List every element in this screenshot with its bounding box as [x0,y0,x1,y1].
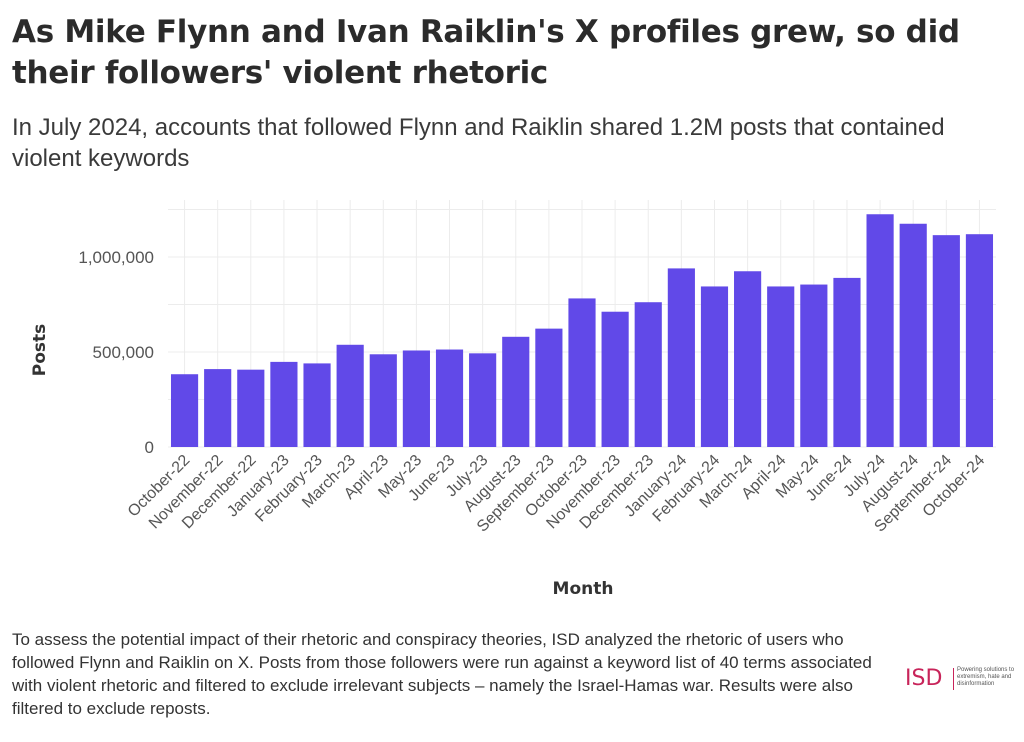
bar [899,223,927,447]
bar [237,369,265,447]
bar [502,336,530,447]
x-axis: October-22November-22December-22January-… [125,452,989,536]
bars [170,214,994,447]
bar [601,311,629,447]
bar [767,286,795,447]
logo-text: ISD [905,666,943,691]
logo-tagline: Powering solutions to extremism, hate an… [957,667,1015,687]
bar [800,284,828,447]
bar [866,214,894,447]
bar [303,363,331,447]
y-axis-label: Posts [30,324,50,377]
bar-chart: 0 500,000 1,000,000 October-22November-22D… [30,200,996,599]
bar [435,349,464,447]
y-tick-label: 500,000 [93,343,154,362]
chart-subtitle: In July 2024, accounts that followed Fly… [12,114,945,172]
x-axis-label: Month [553,579,614,599]
logo-divider [953,668,954,690]
bar [270,361,298,447]
bar [568,298,596,447]
bar [469,353,497,447]
bar [667,268,695,447]
y-tick-label: 1,000,000 [78,248,154,267]
isd-logo: ISD Powering solutions to extremism, hat… [905,665,1015,695]
bar [170,374,199,447]
y-tick-label: 0 [145,438,154,457]
bar [734,271,762,447]
bar [932,235,960,447]
bar [833,277,861,447]
bar [204,369,232,447]
chart-title: As Mike Flynn and Ivan Raiklin's X profi… [12,14,960,91]
bar [700,286,729,447]
bar [965,234,994,447]
bar [336,344,364,447]
bar [535,328,563,447]
bar [634,302,662,447]
bar [369,354,397,447]
bar [402,350,430,447]
y-axis: 0 500,000 1,000,000 [78,248,154,457]
methodology-note: To assess the potential impact of their … [12,630,872,718]
